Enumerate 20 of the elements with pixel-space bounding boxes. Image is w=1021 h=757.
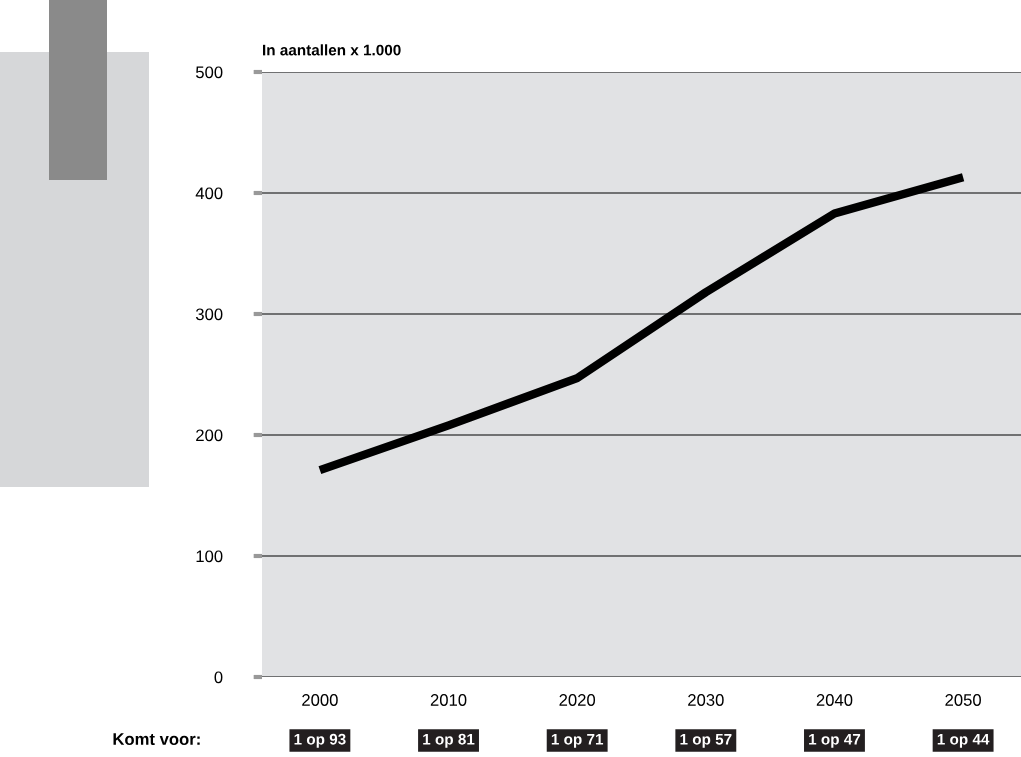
y-tick-label: 300 xyxy=(195,308,223,321)
text: 1 op 44 xyxy=(937,733,990,748)
y-tick-label: 200 xyxy=(196,429,223,442)
text: 1 op 81 xyxy=(423,733,475,748)
text: Komt voor: xyxy=(113,733,200,745)
x-tick-label: 2040 xyxy=(816,694,853,706)
x-tick-label: 2030 xyxy=(688,694,724,706)
text: 1 op 47 xyxy=(809,733,861,748)
y-tick-label: 100 xyxy=(196,550,223,563)
text: 1 op 93 xyxy=(294,733,346,748)
y-tick-label: 500 xyxy=(195,66,223,79)
x-tick-label: 2050 xyxy=(945,694,981,706)
y-tick-label: 400 xyxy=(195,187,223,200)
text: 1 op 71 xyxy=(551,733,604,748)
y-tick-label: 0 xyxy=(214,671,223,684)
x-tick-label: 2020 xyxy=(559,694,596,706)
chart-title: In aantallen x 1.000 xyxy=(263,44,401,56)
x-tick-label: 2000 xyxy=(302,694,338,706)
x-tick-label: 2010 xyxy=(430,694,467,706)
text: 1 op 57 xyxy=(680,733,732,748)
